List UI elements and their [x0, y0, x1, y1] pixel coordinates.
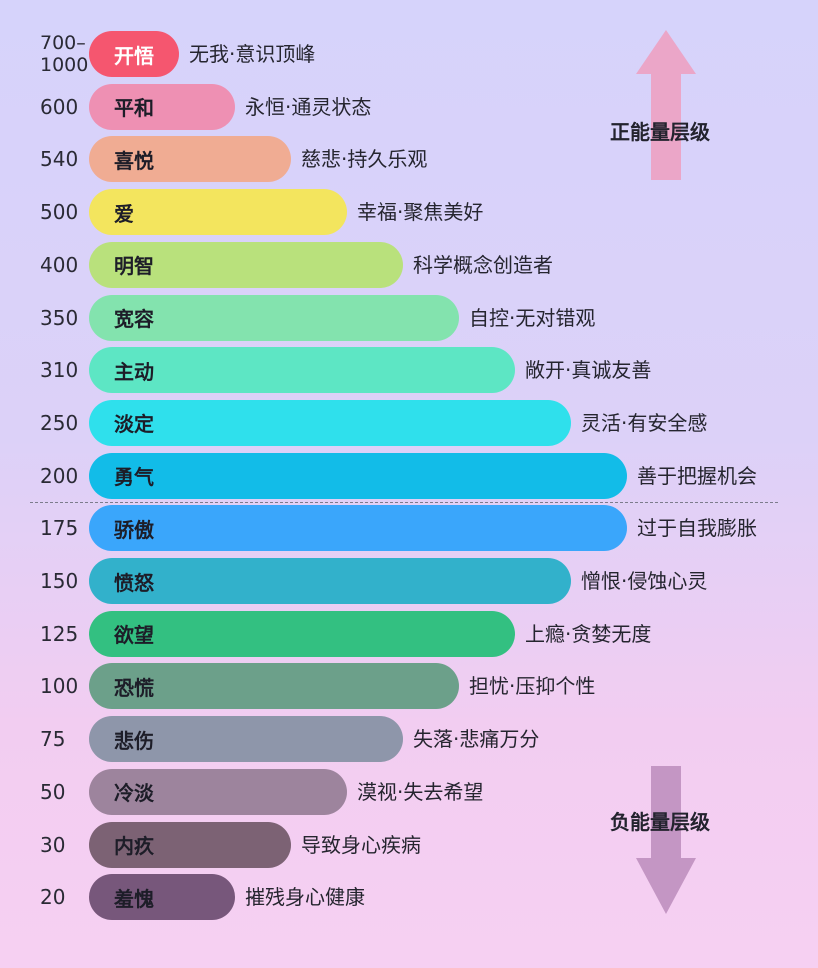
level-description: 科学概念创造者 [413, 252, 553, 277]
level-score: 150 [40, 569, 79, 593]
level-description: 敞开·真诚友善 [525, 358, 652, 383]
positive-negative-divider [30, 502, 778, 503]
level-name: 恐慌 [114, 675, 154, 700]
positive-energy-label: 正能量层级 [610, 120, 710, 144]
level-bar: 宽容 [89, 294, 459, 341]
down-arrow-icon [636, 766, 696, 914]
level-name: 欲望 [114, 623, 154, 648]
level-description: 自控·无对错观 [469, 305, 596, 330]
level-description: 憎恨·侵蚀心灵 [581, 569, 708, 593]
level-bar: 骄傲 [89, 505, 627, 552]
level-name: 骄傲 [114, 517, 154, 542]
level-score: 350 [40, 305, 79, 330]
level-score: 100 [40, 674, 79, 699]
level-score: 125 [40, 621, 79, 646]
level-name: 淡定 [114, 412, 154, 437]
level-bar: 愤怒 [89, 558, 571, 604]
level-name: 羞愧 [114, 886, 154, 911]
level-score: 50 [40, 779, 66, 804]
level-score: 540 [40, 147, 79, 172]
level-bar: 主动 [89, 347, 515, 394]
level-description: 担忧·压抑个性 [469, 674, 596, 699]
level-score: 20 [40, 885, 66, 910]
level-name: 开悟 [114, 43, 154, 68]
level-bar: 平和 [89, 83, 235, 130]
level-bar: 冷淡 [89, 768, 347, 815]
level-description: 灵活·有安全感 [581, 410, 708, 435]
level-name: 主动 [114, 359, 154, 384]
level-bar: 爱 [89, 189, 347, 236]
level-description: 幸福·聚焦美好 [357, 200, 484, 225]
level-bar: 开悟 [89, 31, 179, 77]
level-description: 导致身心疾病 [301, 832, 421, 857]
up-arrow-icon [636, 30, 696, 180]
level-score: 175 [40, 516, 79, 541]
level-score: 500 [40, 200, 79, 225]
level-description: 摧残身心健康 [245, 885, 365, 910]
level-description: 上瘾·贪婪无度 [525, 621, 652, 646]
level-bar: 喜悦 [89, 136, 291, 183]
level-description: 善于把握机会 [637, 463, 757, 488]
negative-energy-label: 负能量层级 [610, 810, 710, 834]
level-score: 600 [40, 94, 79, 119]
level-score: 250 [40, 410, 79, 435]
level-description: 漠视·失去希望 [357, 779, 484, 804]
level-name: 宽容 [114, 307, 154, 331]
level-name: 平和 [114, 96, 154, 121]
level-name: 愤怒 [114, 570, 154, 595]
level-bar: 悲伤 [89, 716, 403, 763]
level-score: 30 [40, 832, 66, 857]
level-bar: 淡定 [89, 399, 571, 446]
level-description: 永恒·通灵状态 [245, 94, 372, 119]
level-name: 喜悦 [114, 148, 154, 173]
level-score: 700– 1000 [40, 32, 89, 76]
level-name: 悲伤 [114, 728, 154, 753]
level-description: 无我·意识顶峰 [189, 42, 316, 66]
level-bar: 勇气 [89, 452, 627, 499]
level-bar: 羞愧 [89, 874, 235, 921]
level-name: 冷淡 [114, 781, 154, 806]
level-name: 爱 [114, 201, 134, 226]
level-name: 勇气 [114, 465, 154, 490]
level-description: 失落·悲痛万分 [413, 727, 540, 752]
level-description: 慈悲·持久乐观 [301, 147, 428, 172]
level-score: 75 [40, 727, 66, 752]
level-score: 400 [40, 252, 79, 277]
level-bar: 恐慌 [89, 663, 459, 710]
level-bar: 明智 [89, 241, 403, 288]
level-score: 310 [40, 358, 79, 383]
level-name: 明智 [114, 254, 154, 279]
level-name: 内疚 [114, 834, 154, 858]
level-bar: 内疚 [89, 821, 291, 868]
level-bar: 欲望 [89, 610, 515, 657]
level-description: 过于自我膨胀 [637, 516, 757, 541]
level-score: 200 [40, 463, 79, 488]
